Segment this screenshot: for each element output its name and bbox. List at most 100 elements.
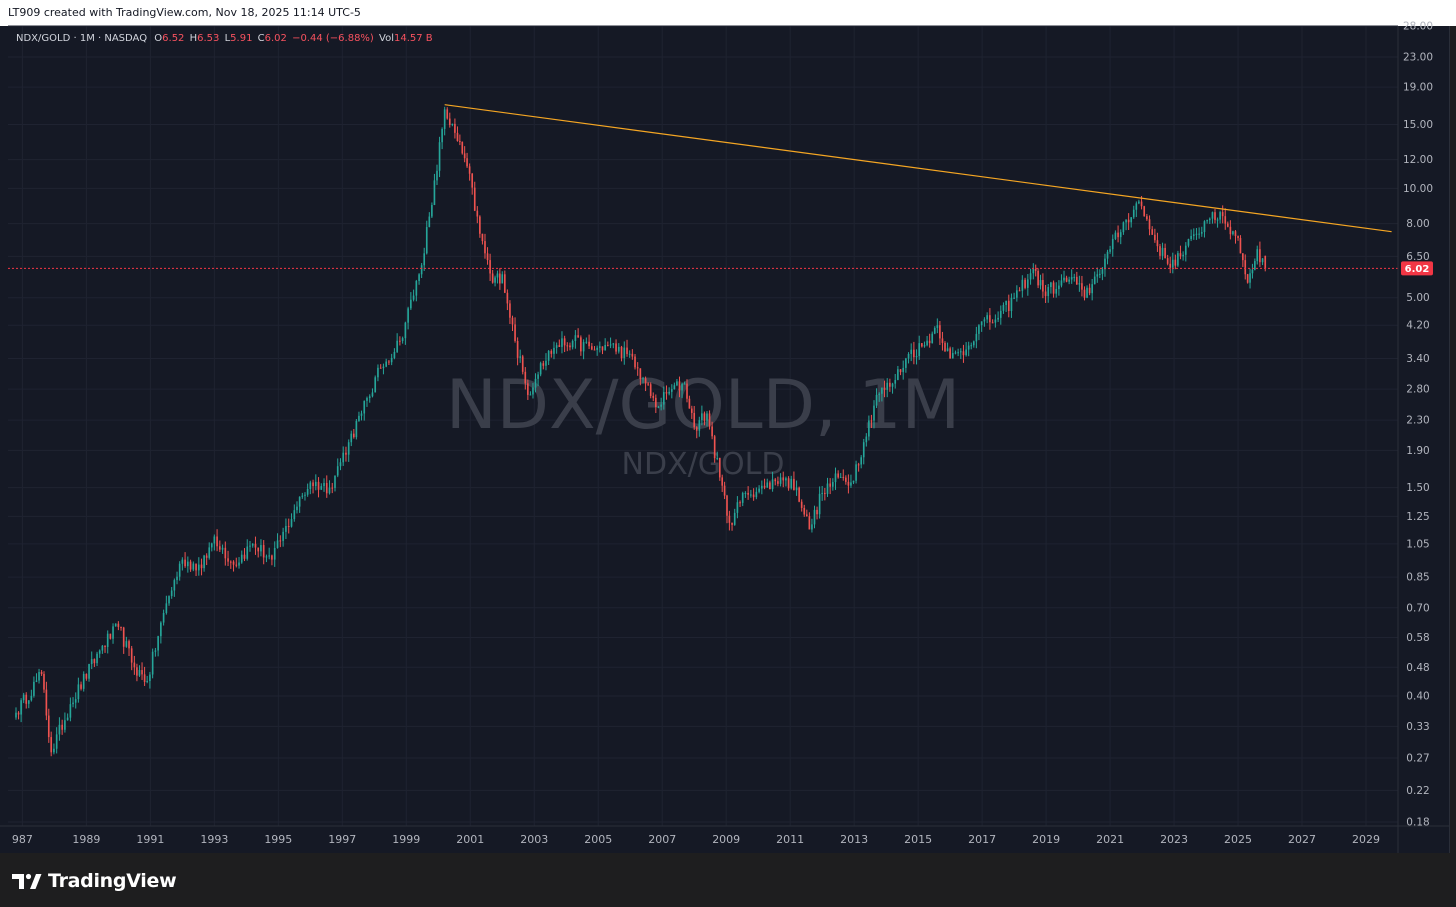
candle-up	[547, 350, 550, 366]
candle-body	[72, 702, 74, 705]
candle-down	[593, 346, 596, 351]
candle-body	[368, 396, 371, 399]
candle-body	[1018, 290, 1021, 292]
y-axis[interactable]: 28.00 23.00 19.00 15.00 12.00 10.00 8.00 6.50 5.…	[1397, 21, 1433, 854]
candle-body	[1242, 253, 1244, 261]
trendline[interactable]	[444, 104, 1392, 233]
candle-body	[165, 603, 168, 613]
y-tick-label: 0.40	[1406, 691, 1429, 703]
candle-body	[1058, 285, 1060, 289]
x-tick-label: 2023	[1160, 833, 1188, 846]
candle-body	[991, 322, 994, 324]
candle-body	[509, 303, 511, 318]
candle-body	[260, 545, 262, 552]
chart-pane[interactable]	[0, 26, 1450, 853]
candle-down	[723, 481, 726, 500]
candle-body	[317, 481, 320, 490]
candle-down	[649, 382, 652, 399]
candle-down	[1151, 226, 1154, 235]
candle-body	[1171, 259, 1174, 268]
candle-body	[268, 555, 271, 557]
candle-down	[805, 509, 808, 517]
x-axis[interactable]: 987 1989 1991 1993 1995 1997 1999 2001 2003 2005 2…	[0, 825, 1449, 846]
candle-body	[1239, 238, 1242, 254]
candle-body	[999, 310, 1002, 318]
candle-down	[499, 268, 501, 290]
candle-body	[962, 351, 965, 356]
candle-body	[1226, 223, 1229, 227]
candle-down	[524, 367, 527, 390]
candles	[15, 106, 1267, 757]
x-tick-label: 2005	[584, 833, 612, 846]
candle-body	[499, 273, 501, 284]
candle-up	[138, 665, 141, 677]
candle-down	[120, 626, 122, 631]
candle-up	[599, 341, 601, 353]
candle-up	[868, 415, 870, 441]
candle-down	[644, 376, 647, 392]
candle-up	[96, 651, 98, 667]
candle-up	[795, 480, 798, 496]
last-price-marker: 6.02	[1401, 261, 1433, 276]
candle-body	[162, 612, 165, 623]
legend-open-label: O	[154, 33, 163, 44]
candle-up	[1055, 282, 1058, 298]
candle-body	[1159, 246, 1161, 256]
candle-body	[1007, 300, 1010, 312]
candle-body	[1075, 276, 1078, 285]
x-tick-label: 1991	[136, 833, 164, 846]
candle-body	[752, 494, 755, 498]
candle-body	[1052, 282, 1055, 294]
candle-up	[967, 341, 970, 357]
candle-down	[1244, 254, 1247, 280]
candle-down	[1179, 245, 1182, 260]
legend-symbol[interactable]: NDX/GOLD · 1M · NASDAQ	[16, 33, 148, 44]
grid-lines	[8, 25, 1398, 826]
candle-down	[1127, 213, 1130, 230]
candle-body	[304, 494, 306, 496]
candle-body	[933, 327, 936, 334]
candle-down	[1154, 228, 1156, 243]
candle-up	[501, 271, 504, 284]
candle-down	[514, 317, 516, 343]
candle-up	[1111, 234, 1114, 257]
candle-up	[1200, 226, 1203, 237]
candle-up	[347, 439, 350, 462]
candle-body	[959, 351, 962, 353]
candle-body	[1190, 235, 1192, 240]
candle-up	[1192, 228, 1195, 240]
candle-body	[978, 325, 980, 334]
candle-body	[235, 564, 238, 566]
candle-up	[701, 405, 703, 426]
candle-down	[928, 333, 931, 348]
candle-body	[218, 546, 221, 550]
candle-down	[47, 708, 50, 743]
candle-body	[1088, 287, 1091, 294]
candle-body	[476, 210, 479, 217]
candle-body	[665, 392, 668, 394]
candle-body	[701, 413, 703, 421]
candle-up	[181, 557, 184, 571]
tradingview-logo[interactable]: TradingView	[12, 870, 177, 892]
candle-down	[345, 446, 347, 462]
candle-body	[514, 324, 516, 341]
candle-down	[1242, 253, 1244, 267]
candle-body	[396, 340, 398, 352]
candle-body	[1101, 269, 1104, 274]
candle-down	[787, 476, 790, 491]
candle-up	[1249, 268, 1251, 289]
candle-down	[703, 411, 706, 426]
candle-down	[837, 470, 839, 479]
legend-low-label: L	[224, 33, 231, 44]
candle-up	[1032, 263, 1035, 280]
candle-body	[676, 381, 678, 386]
candle-down	[652, 392, 655, 402]
candle-body	[1132, 209, 1135, 218]
y-tick-label: 0.18	[1406, 817, 1429, 829]
candle-body	[64, 720, 66, 730]
candle-body	[106, 633, 109, 647]
candle-down	[1083, 286, 1086, 301]
candle-body	[986, 315, 988, 320]
candle-body	[15, 712, 17, 718]
